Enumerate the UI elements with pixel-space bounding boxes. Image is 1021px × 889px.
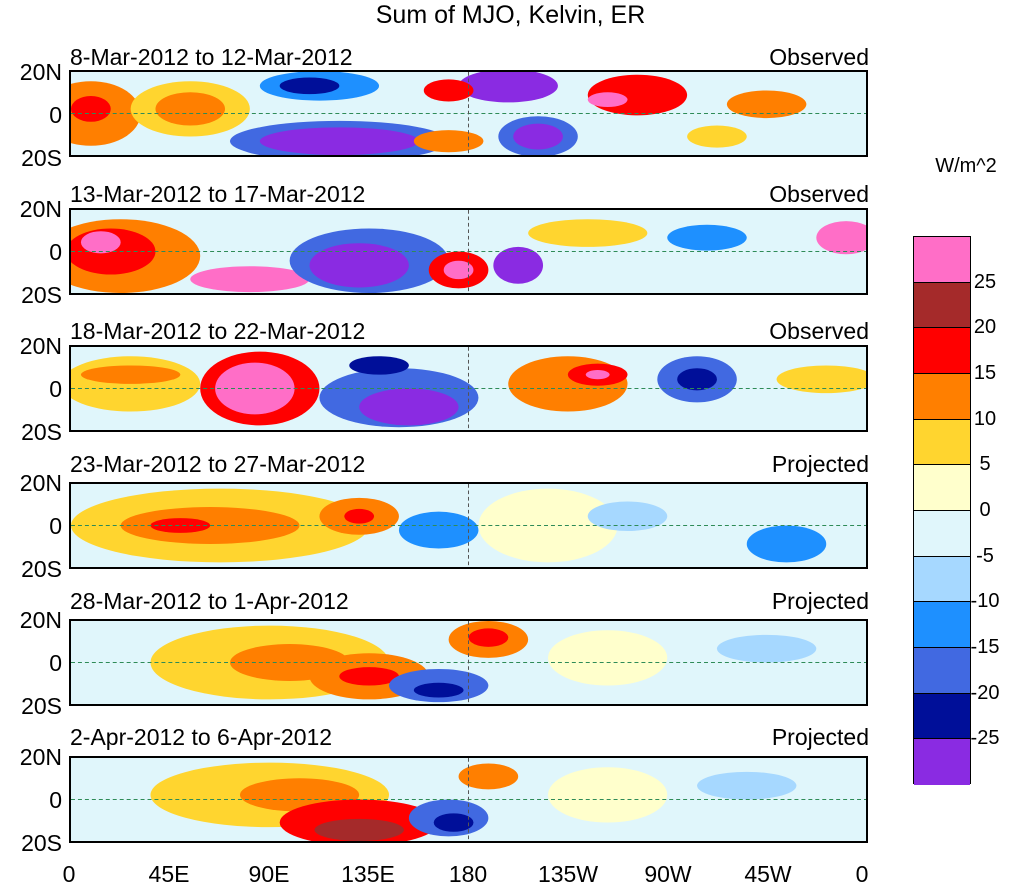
panel-1-period: 8-Mar-2012 to 12-Mar-2012 xyxy=(70,44,353,70)
lat-label-eq: 0 xyxy=(49,650,62,676)
colorbar-segment xyxy=(914,282,970,329)
panel-3-status: Observed xyxy=(769,318,869,344)
colorbar-segment xyxy=(914,419,970,466)
colorbar-segment xyxy=(914,556,970,603)
colorbar xyxy=(913,236,971,785)
lon-label-135e: 135E xyxy=(341,861,395,887)
lat-label-20n: 20N xyxy=(19,744,62,770)
panel-3-period: 18-Mar-2012 to 22-Mar-2012 xyxy=(70,318,366,344)
lat-label-eq: 0 xyxy=(49,787,62,813)
lat-label-eq: 0 xyxy=(49,513,62,539)
map-panel-1 xyxy=(69,70,868,157)
colorbar-label: 10 xyxy=(973,407,997,430)
panel-5-status: Projected xyxy=(771,588,869,614)
lon-label-180: 180 xyxy=(448,861,488,887)
colorbar-label: -20 xyxy=(970,681,1000,704)
panel-6-period: 2-Apr-2012 to 6-Apr-2012 xyxy=(70,724,333,750)
lat-label-eq: 0 xyxy=(49,239,62,265)
map-title: Sum of MJO, Kelvin, ER xyxy=(375,1,646,29)
colorbar-segment xyxy=(914,510,970,557)
map-panel-5 xyxy=(69,619,868,706)
lon-label-90w: 90W xyxy=(644,861,692,887)
lat-label-20n: 20N xyxy=(19,470,62,496)
lat-label-20s: 20S xyxy=(21,145,62,171)
colorbar-segment xyxy=(914,328,970,374)
colorbar-label: 20 xyxy=(973,316,997,339)
lat-label-20s: 20S xyxy=(21,556,62,582)
panel-1-status: Observed xyxy=(769,44,869,70)
lat-label-20n: 20N xyxy=(19,59,62,85)
panel-2-status: Observed xyxy=(769,181,869,207)
panel-2-period: 13-Mar-2012 to 17-Mar-2012 xyxy=(70,181,366,207)
lon-label-0-end: 0 xyxy=(855,861,869,887)
map-panel-3 xyxy=(69,345,868,432)
lat-label-20n: 20N xyxy=(19,196,62,222)
colorbar-label: 15 xyxy=(973,362,997,384)
colorbar-label: 0 xyxy=(979,499,991,521)
colorbar-label: 5 xyxy=(979,453,991,476)
lat-label-eq: 0 xyxy=(49,376,62,402)
colorbar-units: W/m^2 xyxy=(935,155,997,177)
panel-6-status: Projected xyxy=(771,724,869,750)
colorbar-label: 25 xyxy=(973,270,997,293)
colorbar-segment xyxy=(914,373,970,420)
lon-label-0: 0 xyxy=(62,861,76,887)
olr-field-1 xyxy=(71,72,866,155)
olr-field-2 xyxy=(71,210,866,293)
panel-4-status: Projected xyxy=(771,451,869,477)
panel-4-period: 23-Mar-2012 to 27-Mar-2012 xyxy=(70,451,366,477)
lat-label-20s: 20S xyxy=(21,830,62,856)
lon-label-45e: 45E xyxy=(148,861,190,887)
lon-label-45w: 45W xyxy=(744,861,792,887)
colorbar-segment xyxy=(914,693,970,740)
colorbar-label: -25 xyxy=(970,727,1000,750)
lon-label-135w: 135W xyxy=(537,861,599,887)
olr-field-3 xyxy=(71,347,866,430)
map-panel-2 xyxy=(69,208,868,295)
colorbar-segment xyxy=(914,602,970,648)
lat-label-20n: 20N xyxy=(19,333,62,359)
lat-label-20s: 20S xyxy=(21,693,62,719)
lat-label-20s: 20S xyxy=(21,419,62,445)
panel-5-period: 28-Mar-2012 to 1-Apr-2012 xyxy=(70,588,349,614)
colorbar-segment xyxy=(914,465,970,511)
olr-field-4 xyxy=(71,484,866,567)
colorbar-label: -15 xyxy=(970,636,1000,658)
lat-label-20s: 20S xyxy=(21,282,62,308)
lat-label-20n: 20N xyxy=(19,607,62,633)
colorbar-segment xyxy=(914,237,970,283)
olr-field-6 xyxy=(71,758,866,841)
lat-label-eq: 0 xyxy=(49,102,62,128)
lon-label-90e: 90E xyxy=(248,861,290,887)
olr-field-5 xyxy=(71,621,866,704)
map-panel-6 xyxy=(69,756,868,843)
colorbar-segment xyxy=(914,739,970,785)
map-panel-4 xyxy=(69,482,868,569)
colorbar-label: -5 xyxy=(976,544,994,567)
colorbar-label: -10 xyxy=(970,590,1000,613)
colorbar-segment xyxy=(914,647,970,694)
